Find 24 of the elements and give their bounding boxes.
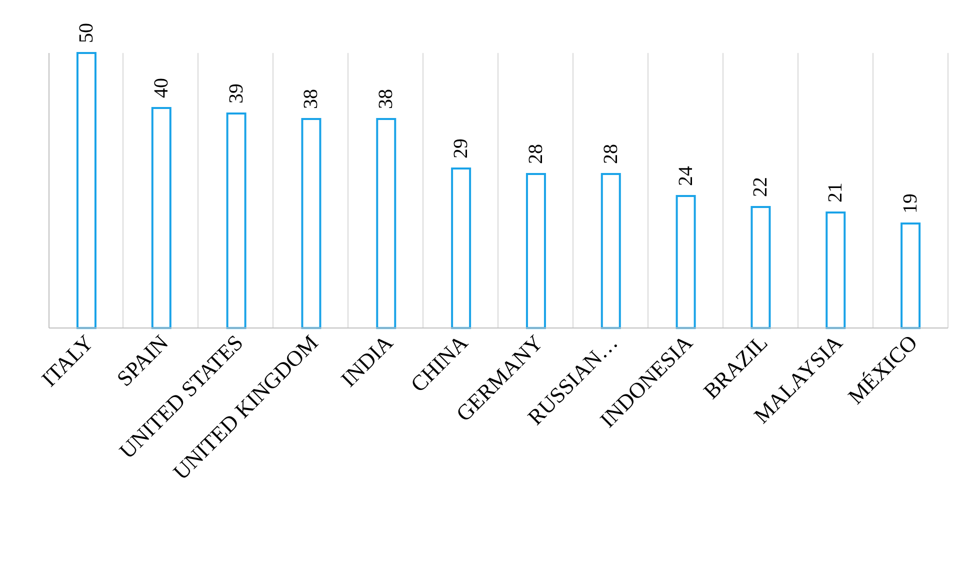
- data-label: 28: [600, 144, 622, 164]
- bar: [900, 222, 921, 329]
- data-label: 29: [450, 138, 472, 158]
- bar: [826, 212, 846, 329]
- data-label: 19: [900, 194, 922, 214]
- data-label: 38: [375, 89, 398, 109]
- bar: [451, 168, 472, 329]
- data-label: 50: [75, 23, 98, 43]
- data-label: 21: [824, 182, 847, 202]
- bar: [301, 118, 322, 329]
- bar: [151, 107, 172, 329]
- bar: [750, 206, 771, 329]
- data-label: 39: [225, 84, 248, 104]
- bar: [76, 52, 96, 329]
- data-label: 38: [300, 89, 322, 109]
- bar: [526, 173, 546, 329]
- bar: [376, 118, 396, 329]
- bar: [600, 173, 621, 329]
- data-label: 22: [750, 177, 772, 197]
- bar: [676, 195, 696, 329]
- data-label: 28: [524, 144, 547, 164]
- data-label: 40: [150, 78, 172, 98]
- bar: [226, 112, 246, 329]
- data-label: 24: [674, 166, 697, 186]
